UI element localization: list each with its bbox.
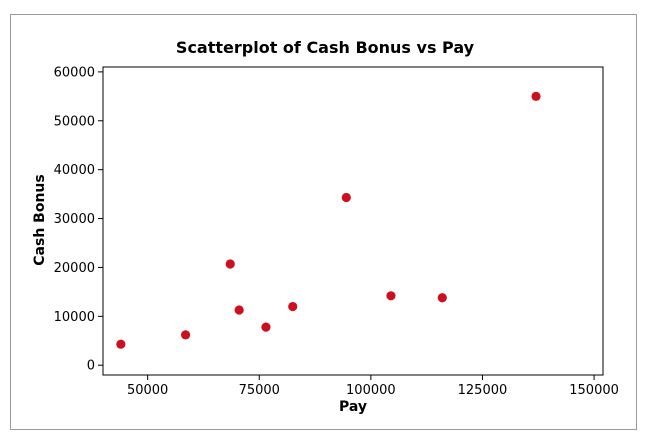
data-point [116,339,126,349]
y-tick-label: 60000 [54,65,95,80]
x-tick-label: 50000 [127,383,168,398]
data-point [288,301,298,312]
x-axis-title: Pay [339,399,367,415]
chart-title: Scatterplot of Cash Bonus vs Pay [176,38,475,57]
y-tick-label: 30000 [54,212,95,227]
data-point [437,293,447,303]
x-tick-label: 100000 [346,383,396,398]
x-tick-label: 125000 [458,383,508,398]
y-tick-label: 20000 [54,261,95,276]
data-point [261,322,271,332]
data-point [234,305,244,315]
plot-area: 50000 75000 100000 125000 150000 0 10000 20000 3… [54,65,619,398]
plot-frame [102,66,604,376]
data-point [386,291,396,301]
x-tick-label: 75000 [239,383,280,398]
y-tick-label: 0 [87,359,95,374]
y-tick-label: 40000 [54,163,95,178]
data-point [531,91,541,101]
data-point [225,259,235,269]
y-tick-label: 50000 [54,114,95,129]
data-point [180,330,191,340]
x-tick-label: 150000 [569,383,619,398]
data-point [341,192,351,203]
y-axis-title: Cash Bonus [32,174,48,265]
y-tick-label: 10000 [54,310,95,325]
